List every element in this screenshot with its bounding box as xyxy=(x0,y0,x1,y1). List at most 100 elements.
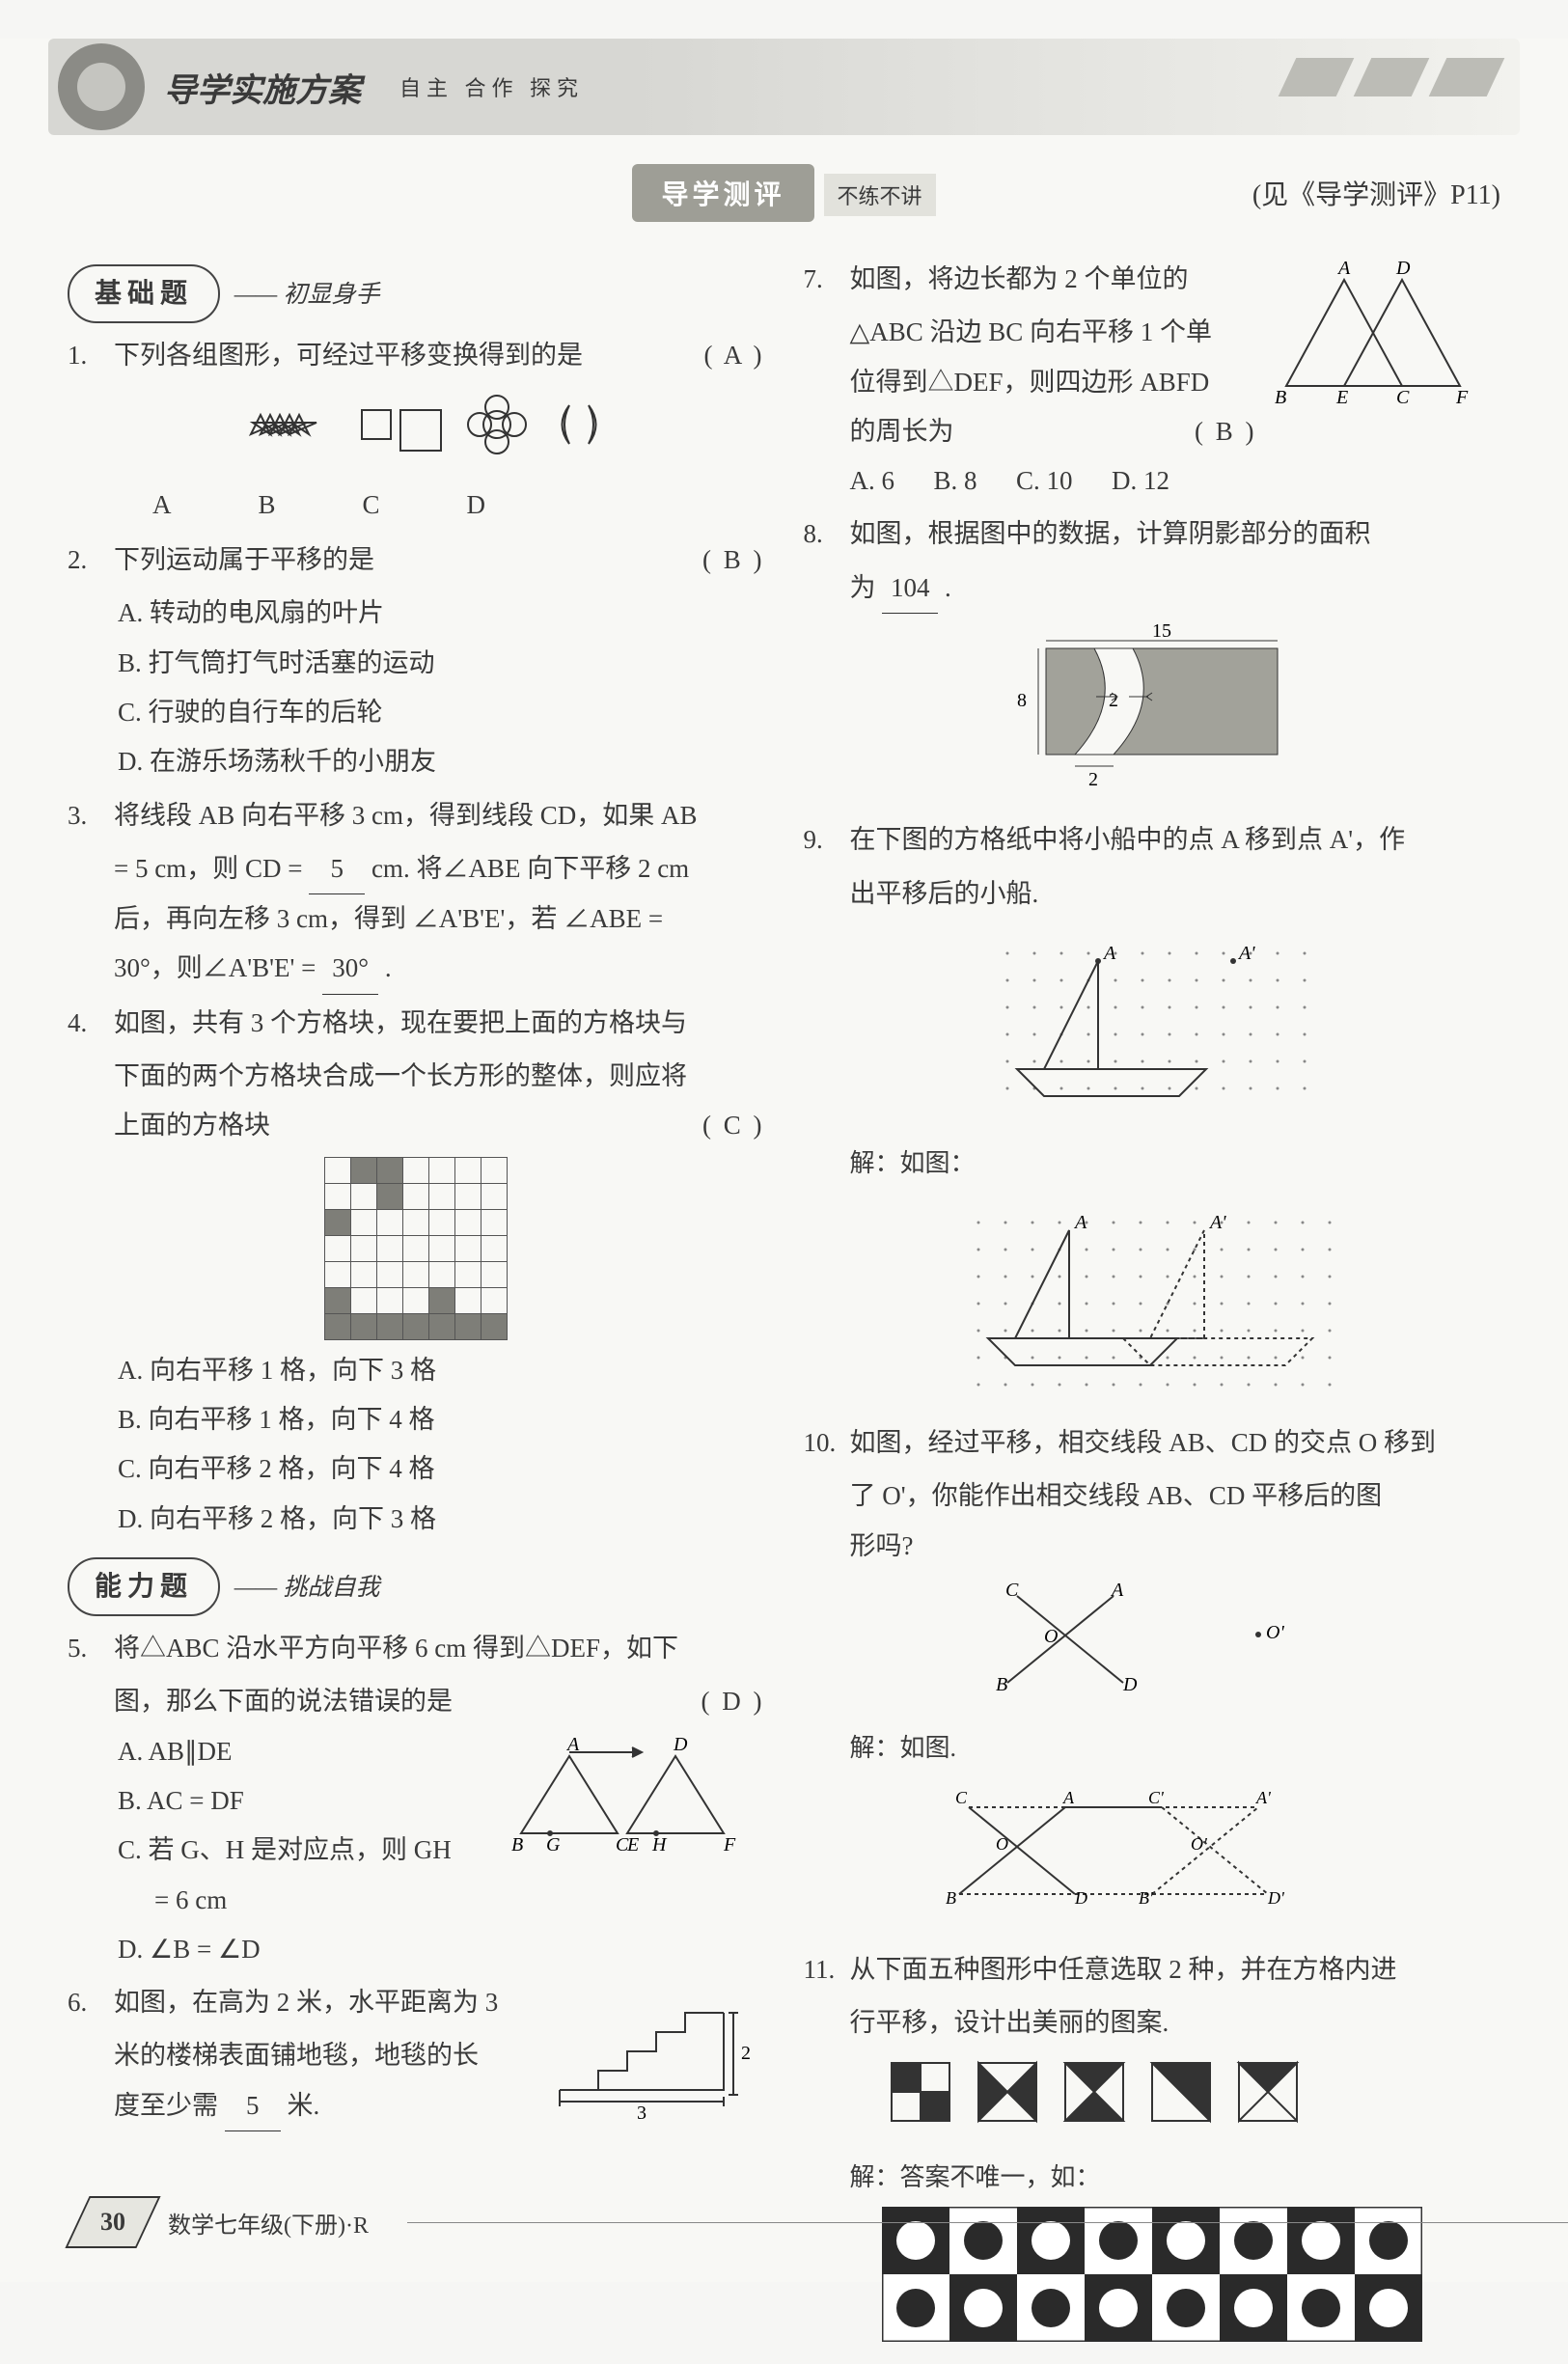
q1-number: 1. xyxy=(68,331,114,380)
svg-text:A': A' xyxy=(1208,1212,1226,1233)
q7-l4: 的周长为 ( B ) xyxy=(804,407,1257,456)
ability-pill: 能力题 xyxy=(68,1557,220,1616)
q10-l1: 如图，经过平移，相交线段 AB、CD 的交点 O 移到 xyxy=(850,1418,1501,1468)
q5-number: 5. xyxy=(68,1624,114,1673)
q2-number: 2. xyxy=(68,536,114,585)
svg-text:O': O' xyxy=(1191,1834,1208,1854)
svg-text:2: 2 xyxy=(741,2043,751,2064)
q7-options: A. 6 B. 8 C. 10 D. 12 xyxy=(804,456,1501,506)
section-title-bar: 导学测评 不练不讲 (见《导学测评》P11) xyxy=(0,164,1568,222)
q9-l2: 出平移后的小船. xyxy=(804,869,1501,919)
q7-l3: 位得到△DEF，则四边形 ABFD xyxy=(804,358,1257,407)
q11-number: 11. xyxy=(804,1945,850,1994)
svg-text:A: A xyxy=(1102,943,1116,964)
q4-number: 4. xyxy=(68,999,114,1048)
svg-text:F: F xyxy=(1455,387,1469,408)
q2-opt-a: A. 转动的电风扇的叶片 xyxy=(68,589,765,638)
page-reference: (见《导学测评》P11) xyxy=(1252,174,1500,212)
q8-number: 8. xyxy=(804,509,850,559)
q10-cross-icon: A B C D O O' xyxy=(969,1577,1335,1702)
q5-opt-a: A. AB∥DE xyxy=(68,1727,482,1776)
svg-text:O: O xyxy=(1044,1626,1058,1647)
svg-text:B': B' xyxy=(1139,1888,1154,1908)
q1-opt-b: B xyxy=(259,481,276,530)
ability-section-label: 能力题 —— 挑战自我 xyxy=(68,1557,765,1616)
q10-figure-orig: A B C D O O' xyxy=(804,1577,1501,1718)
basic-tail: —— 初显身手 xyxy=(234,282,380,308)
q5-answer: ( D ) xyxy=(701,1677,765,1726)
svg-text:A': A' xyxy=(1255,1788,1272,1807)
q3-line3: 后，再向左移 3 cm，得到 ∠A'B'E'，若 ∠ABE = xyxy=(68,894,765,944)
q2-opt-b: B. 打气筒打气时活塞的运动 xyxy=(68,639,765,688)
svg-text:B: B xyxy=(1275,387,1286,408)
svg-text:8: 8 xyxy=(1017,690,1027,711)
q8-shadow-icon: 15 8 2 2 xyxy=(998,619,1307,793)
q11-l2: 行平移，设计出美丽的图案. xyxy=(804,1998,1501,2048)
q4-opt-b: B. 向右平移 1 格，向下 4 格 xyxy=(68,1395,765,1444)
svg-text:A: A xyxy=(1073,1212,1087,1233)
header-decor-icon xyxy=(1287,58,1496,96)
q6-l2: 米的楼梯表面铺地毯，地毯的长 xyxy=(68,2031,531,2080)
q4-answer: ( C ) xyxy=(702,1101,765,1150)
q3-body: 将线段 AB 向右平移 3 cm，得到线段 CD，如果 AB xyxy=(114,791,765,840)
header-subtitle: 自主 合作 探究 xyxy=(399,71,584,102)
q8-l1: 如图，根据图中的数据，计算阴影部分的面积 xyxy=(850,509,1501,559)
q9-boat-grid-icon: A A' xyxy=(978,924,1326,1117)
svg-text:E: E xyxy=(626,1834,639,1855)
left-column: 基础题 —— 初显身手 1. 下列各组图形，可经过平移变换得到的是 ( A ) xyxy=(68,251,765,2364)
footer-rule-icon xyxy=(407,2222,1568,2223)
q10-figure-ans: A B C D O A' B' C' D' O' xyxy=(804,1778,1501,1939)
svg-text:B: B xyxy=(996,1674,1007,1695)
q3-line2: = 5 cm，则 CD = 5 cm. 将∠ABE 向下平移 2 cm xyxy=(68,844,765,894)
q1-opt-d: D xyxy=(467,481,486,530)
svg-text:D: D xyxy=(1074,1888,1087,1908)
q7-triangle-icon: A D B E C F xyxy=(1257,251,1499,415)
q10-l3: 形吗? xyxy=(804,1522,1501,1571)
q4-l1: 如图，共有 3 个方格块，现在要把上面的方格块与 xyxy=(114,999,765,1048)
header-title: 导学实施方案 xyxy=(164,64,361,111)
q6-l3: 度至少需 5 米. xyxy=(68,2081,531,2131)
q9-figure-orig: A A' xyxy=(804,924,1501,1134)
svg-text:C': C' xyxy=(1148,1788,1165,1807)
q3-blank1: 5 xyxy=(309,844,365,894)
q2-text: 下列运动属于平移的是 xyxy=(114,545,374,574)
svg-text:H: H xyxy=(651,1834,668,1855)
svg-text:B: B xyxy=(511,1834,523,1855)
svg-text:F: F xyxy=(723,1834,736,1855)
q10-number: 10. xyxy=(804,1418,850,1468)
svg-text:2: 2 xyxy=(1088,769,1098,790)
question-2: 2. 下列运动属于平移的是 ( B ) xyxy=(68,536,765,585)
q10-note: 解：如图. xyxy=(850,1724,1501,1772)
svg-text:A: A xyxy=(1336,258,1351,279)
question-6: 6. 如图，在高为 2 米，水平距离为 3 米的楼梯表面铺地毯，地毯的长 度至少… xyxy=(68,1974,765,2131)
svg-text:D: D xyxy=(1395,258,1411,279)
q1-figure: A B C D xyxy=(68,386,765,530)
page-number: 30 xyxy=(65,2196,160,2248)
q1-text: 下列各组图形，可经过平移变换得到的是 xyxy=(114,341,583,370)
svg-text:C: C xyxy=(1396,387,1410,408)
q3-number: 3. xyxy=(68,791,114,840)
svg-text:C: C xyxy=(955,1788,968,1807)
section-pill: 导学测评 xyxy=(632,164,813,222)
question-8: 8. 如图，根据图中的数据，计算阴影部分的面积 xyxy=(804,509,1501,559)
svg-text:C: C xyxy=(1005,1580,1019,1601)
q2-opt-d: D. 在游乐场荡秋千的小朋友 xyxy=(68,737,765,786)
question-11: 11. 从下面五种图形中任意选取 2 种，并在方格内进 xyxy=(804,1945,1501,1994)
mascot-icon xyxy=(58,43,145,130)
q8-figure: 15 8 2 2 xyxy=(804,619,1501,810)
q3-line4: 30°，则∠A'B'E' = 30° . xyxy=(68,944,765,994)
svg-text:3: 3 xyxy=(637,2103,646,2119)
q4-grid-icon xyxy=(324,1157,508,1340)
q1-opt-c: C xyxy=(363,481,380,530)
svg-text:D: D xyxy=(1122,1674,1138,1695)
svg-text:A: A xyxy=(1062,1788,1075,1807)
q6-stair-icon: 2 3 xyxy=(531,1974,753,2119)
q6-answer: 5 xyxy=(225,2081,281,2131)
header-band: 导学实施方案 自主 合作 探究 xyxy=(48,39,1520,135)
svg-text:A: A xyxy=(1110,1580,1124,1601)
q2-answer: ( B ) xyxy=(702,536,765,585)
svg-text:2: 2 xyxy=(1109,690,1118,711)
question-10: 10. 如图，经过平移，相交线段 AB、CD 的交点 O 移到 xyxy=(804,1418,1501,1468)
ability-tail: —— 挑战自我 xyxy=(234,1575,380,1601)
q6-l1: 如图，在高为 2 米，水平距离为 3 xyxy=(114,1978,531,2027)
